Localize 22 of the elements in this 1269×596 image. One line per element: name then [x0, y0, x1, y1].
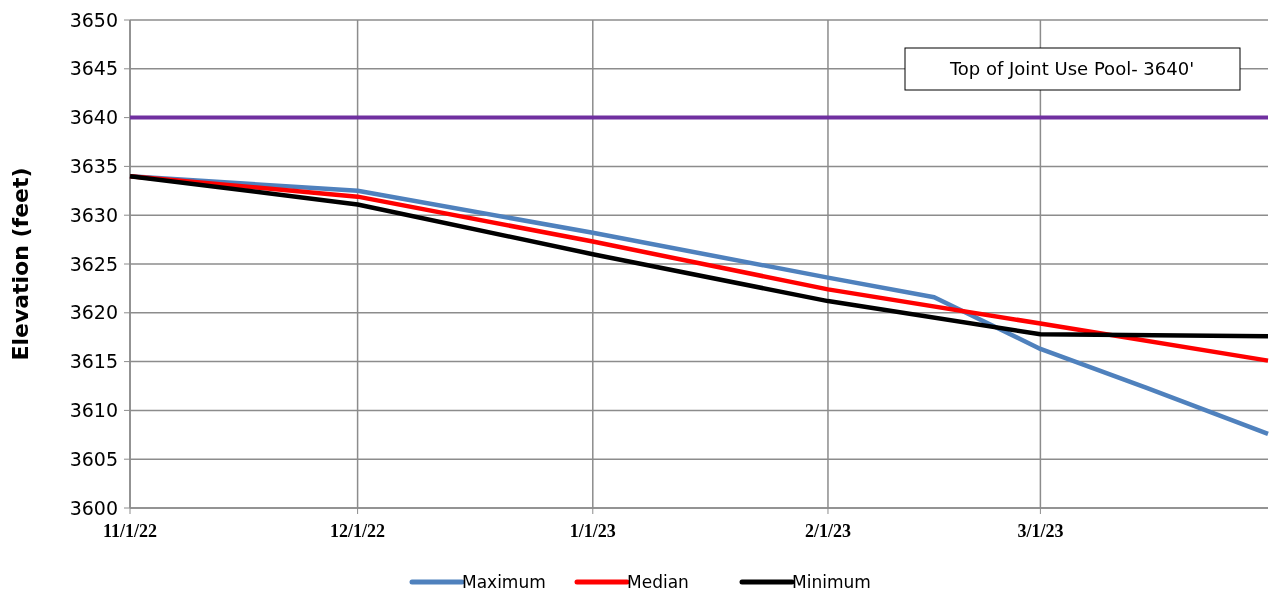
y-tick-label: 3645: [69, 57, 118, 80]
y-tick-label: 3605: [69, 447, 118, 470]
x-tick-label: 12/1/22: [330, 521, 386, 541]
y-tick-label: 3600: [69, 496, 118, 519]
legend-label: Maximum: [462, 571, 546, 592]
y-tick-label: 3635: [69, 155, 118, 178]
y-tick-label: 3620: [69, 301, 118, 324]
x-tick-label: 1/1/23: [569, 521, 616, 541]
legend-label: Median: [627, 571, 689, 592]
y-tick-label: 3630: [69, 203, 118, 226]
y-tick-label: 3625: [69, 252, 118, 275]
x-tick-label: 3/1/23: [1017, 521, 1064, 541]
y-tick-label: 3640: [69, 106, 118, 129]
y-axis-title: Elevation (feet): [8, 167, 33, 361]
y-tick-label: 3650: [69, 8, 118, 31]
annotation: Top of Joint Use Pool- 3640': [948, 58, 1195, 80]
x-tick-label: 2/1/23: [804, 521, 851, 541]
legend-label: Minimum: [792, 571, 871, 592]
y-tick-label: 3615: [69, 350, 118, 373]
label-frame: Top of Joint Use Pool- 3640': [904, 47, 1241, 91]
y-tick-label: 3610: [69, 399, 118, 422]
x-tick-label: 11/1/22: [102, 521, 158, 541]
